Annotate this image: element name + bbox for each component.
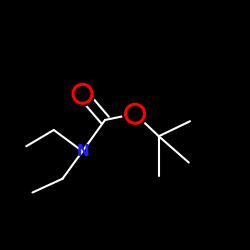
Circle shape <box>70 82 95 106</box>
Text: N: N <box>76 144 89 159</box>
Circle shape <box>123 102 147 126</box>
